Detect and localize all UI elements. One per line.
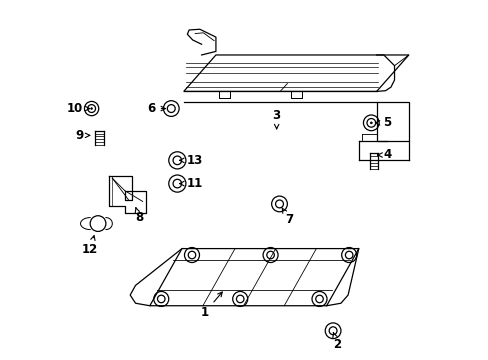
Text: 3: 3 [272, 109, 280, 129]
Circle shape [369, 122, 371, 124]
Text: 8: 8 [135, 208, 143, 224]
Text: 6: 6 [147, 102, 165, 115]
Text: 7: 7 [281, 208, 293, 226]
Text: 2: 2 [332, 332, 341, 351]
Circle shape [91, 108, 92, 109]
Text: 4: 4 [377, 148, 391, 162]
Text: 5: 5 [375, 116, 391, 129]
Text: 13: 13 [179, 154, 202, 167]
Text: 9: 9 [75, 129, 90, 142]
Text: 10: 10 [66, 102, 89, 115]
Text: 1: 1 [201, 292, 222, 319]
Text: 12: 12 [82, 236, 98, 256]
Text: 11: 11 [179, 177, 202, 190]
